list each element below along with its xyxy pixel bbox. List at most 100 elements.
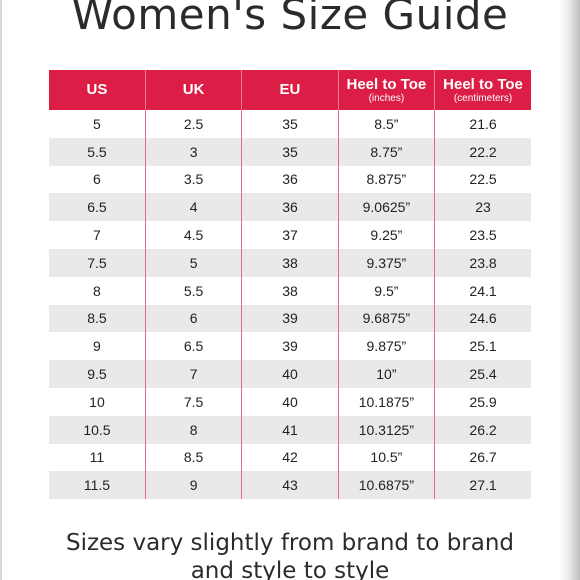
cell-inches: 9.375” — [337, 248, 435, 277]
cell-uk: 7.5 — [144, 387, 242, 416]
header-heel-to-toe-inches: Heel to Toe (inches) — [337, 70, 435, 110]
cell-uk: 8.5 — [144, 443, 242, 472]
cell-inches: 9.6875” — [337, 304, 435, 333]
header-eu: EU — [241, 70, 339, 110]
cell-eu: 38 — [241, 276, 339, 305]
cell-cm: 27.1 — [434, 471, 531, 500]
header-row: US UK EU Heel to Toe (inches) Heel to To… — [49, 70, 531, 110]
table-row: 8.5 6 39 9.6875” 24.6 — [49, 304, 531, 333]
cell-cm: 26.2 — [434, 415, 531, 444]
cell-us: 11 — [49, 443, 146, 472]
cell-uk: 5.5 — [144, 276, 242, 305]
page-title: Women's Size Guide — [71, 0, 509, 39]
cell-uk: 6 — [144, 304, 242, 333]
cell-eu: 39 — [241, 304, 339, 333]
footer-note: Sizes vary slightly from brand to brand … — [0, 529, 580, 580]
header-uk: UK — [144, 70, 242, 110]
cell-cm: 25.1 — [434, 332, 531, 361]
cell-uk: 9 — [144, 471, 242, 500]
table-row: 7.5 5 38 9.375” 23.8 — [49, 248, 531, 277]
cell-us: 11.5 — [49, 471, 146, 500]
cell-uk: 7 — [144, 360, 242, 388]
cell-inches: 10.3125” — [337, 415, 435, 444]
footer-line-1: Sizes vary slightly from brand to brand — [65, 530, 515, 556]
cell-uk: 2.5 — [144, 110, 242, 138]
cell-uk: 4.5 — [144, 221, 242, 249]
cell-eu: 35 — [241, 137, 339, 166]
table-row: 8 5.5 38 9.5” 24.1 — [49, 276, 531, 305]
cell-inches: 9.875” — [337, 332, 435, 361]
cell-cm: 21.6 — [434, 110, 531, 138]
cell-eu: 40 — [241, 360, 339, 388]
cell-us: 6.5 — [49, 193, 146, 222]
cell-inches: 9.5” — [337, 276, 435, 305]
cell-uk: 8 — [144, 415, 242, 444]
cell-cm: 23.8 — [434, 248, 531, 277]
table-row: 11 8.5 42 10.5” 26.7 — [49, 443, 531, 472]
cell-us: 8 — [49, 276, 146, 305]
cell-cm: 24.1 — [434, 276, 531, 305]
left-edge-shadow — [0, 0, 2, 580]
header-unit: (centimeters) — [453, 92, 513, 104]
cell-inches: 10.6875” — [337, 471, 435, 500]
cell-eu: 40 — [241, 387, 339, 416]
header-us: US — [49, 70, 146, 110]
table-row: 7 4.5 37 9.25” 23.5 — [49, 221, 531, 249]
table-row: 10 7.5 40 10.1875” 25.9 — [49, 387, 531, 416]
cell-eu: 41 — [241, 415, 339, 444]
cell-cm: 25.9 — [434, 387, 531, 416]
cell-eu: 35 — [241, 110, 339, 138]
cell-us: 9.5 — [49, 360, 146, 388]
cell-us: 8.5 — [49, 304, 146, 333]
header-label: US — [86, 81, 108, 98]
cell-inches: 9.0625” — [337, 193, 435, 222]
cell-us: 10.5 — [49, 415, 146, 444]
right-edge-shadow — [558, 0, 580, 580]
table-row: 5.5 3 35 8.75” 22.2 — [49, 137, 531, 166]
cell-us: 6 — [49, 165, 146, 194]
footer-line-2: and style to style — [190, 558, 390, 580]
header-label: Heel to Toe — [346, 75, 427, 93]
cell-cm: 22.2 — [434, 137, 531, 166]
table-row: 6 3.5 36 8.875” 22.5 — [49, 165, 531, 194]
cell-us: 10 — [49, 387, 146, 416]
cell-uk: 3.5 — [144, 165, 242, 194]
cell-uk: 3 — [144, 137, 242, 166]
cell-us: 5 — [49, 110, 146, 138]
cell-eu: 38 — [241, 248, 339, 277]
table-row: 6.5 4 36 9.0625” 23 — [49, 193, 531, 222]
header-label: Heel to Toe — [443, 75, 523, 93]
cell-inches: 8.5” — [337, 110, 435, 138]
cell-cm: 26.7 — [434, 443, 531, 472]
cell-inches: 10.1875” — [337, 387, 435, 416]
table-row: 11.5 9 43 10.6875” 27.1 — [49, 471, 531, 500]
cell-cm: 25.4 — [434, 360, 531, 388]
cell-inches: 8.75” — [337, 137, 435, 166]
table-row: 9.5 7 40 10” 25.4 — [49, 360, 531, 388]
header-unit: (inches) — [368, 92, 405, 104]
table-body: 5 2.5 35 8.5” 21.6 5.5 3 35 8.75” 22.2 6 3.5 36 8.875… — [49, 110, 531, 500]
cell-eu: 36 — [241, 193, 339, 222]
cell-eu: 37 — [241, 221, 339, 249]
cell-cm: 23 — [434, 193, 531, 222]
table-row: 9 6.5 39 9.875” 25.1 — [49, 332, 531, 361]
cell-uk: 5 — [144, 248, 242, 277]
size-table: US UK EU Heel to Toe (inches) Heel to To… — [49, 70, 531, 500]
cell-inches: 10.5” — [337, 443, 435, 472]
header-label: EU — [279, 81, 301, 98]
header-label: UK — [182, 81, 205, 98]
table-row: 10.5 8 41 10.3125” 26.2 — [49, 415, 531, 444]
cell-inches: 10” — [337, 360, 435, 388]
cell-us: 7.5 — [49, 248, 146, 277]
cell-eu: 43 — [241, 471, 339, 500]
table-row: 5 2.5 35 8.5” 21.6 — [49, 110, 531, 138]
cell-eu: 39 — [241, 332, 339, 361]
cell-cm: 24.6 — [434, 304, 531, 333]
header-heel-to-toe-cm: Heel to Toe (centimeters) — [434, 70, 531, 110]
cell-us: 9 — [49, 332, 146, 361]
cell-uk: 6.5 — [144, 332, 242, 361]
cell-eu: 42 — [241, 443, 339, 472]
cell-uk: 4 — [144, 193, 242, 222]
cell-us: 7 — [49, 221, 146, 249]
cell-cm: 23.5 — [434, 221, 531, 249]
